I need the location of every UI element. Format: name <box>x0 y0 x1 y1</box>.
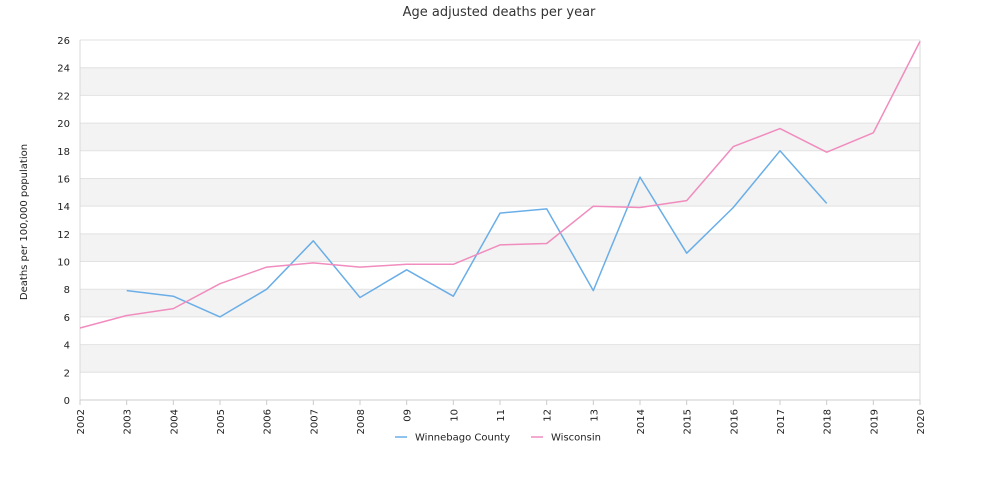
y-tick-label: 4 <box>64 341 70 352</box>
grid-band <box>80 372 920 400</box>
y-tick-label: 18 <box>57 147 70 158</box>
legend-label: Wisconsin <box>551 433 601 444</box>
x-tick-label: 2005 <box>216 409 227 434</box>
legend: Winnebago County Wisconsin <box>395 433 601 444</box>
y-tick-label: 10 <box>57 258 70 269</box>
grid-band <box>80 233 920 262</box>
x-tick-label: 2018 <box>823 409 834 434</box>
x-tick-label: 2017 <box>776 409 787 434</box>
grid-band <box>80 344 920 373</box>
grid-band <box>80 316 920 345</box>
y-tick-label: 22 <box>57 91 70 102</box>
grid-band <box>80 67 920 96</box>
x-tick-label: 2020 <box>916 409 927 434</box>
grid-band <box>80 40 920 68</box>
grid-band <box>80 95 920 124</box>
grid-band <box>80 289 920 317</box>
x-tick-label: 2006 <box>263 409 274 434</box>
x-tick-label: 12 <box>543 409 554 422</box>
y-tick-label: 16 <box>57 174 70 185</box>
grid-band <box>80 123 920 151</box>
grid-band <box>80 206 920 234</box>
series-lines <box>79 41 921 329</box>
grid-bands <box>80 40 920 400</box>
grid-band <box>80 178 920 207</box>
x-axis-ticks: 2002 2003 2004 2005 2006 2007 2008 09 10 11 12 13 20… <box>76 400 927 434</box>
x-tick-label: 2019 <box>869 409 880 434</box>
x-tick-label: 10 <box>449 409 460 422</box>
y-tick-label: 14 <box>57 202 70 213</box>
y-tick-label: 8 <box>64 285 70 296</box>
x-tick-label: 2015 <box>683 409 694 434</box>
x-tick-label: 11 <box>496 409 507 422</box>
y-tick-label: 26 <box>57 36 70 47</box>
x-tick-label: 2002 <box>76 409 87 434</box>
x-tick-label: 2003 <box>123 409 134 434</box>
chart-title: Age adjusted deaths per year <box>403 5 596 20</box>
y-axis-label: Deaths per 100,000 population <box>19 144 30 300</box>
y-tick-label: 20 <box>57 119 70 130</box>
x-tick-label: 2016 <box>729 409 740 434</box>
y-tick-label: 0 <box>64 396 70 407</box>
y-tick-label: 2 <box>64 368 70 379</box>
y-tick-label: 12 <box>57 230 70 241</box>
grid-band <box>80 261 920 290</box>
x-tick-label: 09 <box>403 409 414 422</box>
x-tick-label: 2008 <box>356 409 367 434</box>
x-tick-label: 2007 <box>309 409 320 434</box>
grid-band <box>80 150 920 179</box>
x-tick-label: 13 <box>589 409 600 422</box>
y-tick-label: 24 <box>57 64 70 75</box>
x-tick-label: 2014 <box>636 409 647 434</box>
series-line-1 <box>79 41 921 329</box>
y-tick-label: 6 <box>64 313 70 324</box>
x-tick-label: 2004 <box>169 409 180 434</box>
legend-label: Winnebago County <box>415 433 510 444</box>
